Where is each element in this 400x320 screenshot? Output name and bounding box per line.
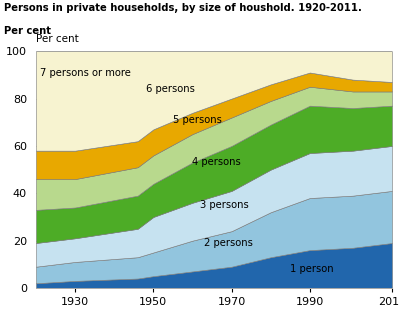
Text: 7 persons or more: 7 persons or more <box>40 68 131 77</box>
Text: 4 persons: 4 persons <box>192 157 241 167</box>
Text: 2 persons: 2 persons <box>204 238 253 248</box>
Text: 6 persons: 6 persons <box>146 84 194 94</box>
Text: 3 persons: 3 persons <box>200 200 249 210</box>
Text: 5 persons: 5 persons <box>173 115 222 125</box>
Text: Per cent: Per cent <box>4 26 51 36</box>
Text: Persons in private households, by size of houshold. 1920-2011.: Persons in private households, by size o… <box>4 3 362 13</box>
Text: 1 person: 1 person <box>290 264 334 274</box>
Text: Per cent: Per cent <box>36 34 79 44</box>
